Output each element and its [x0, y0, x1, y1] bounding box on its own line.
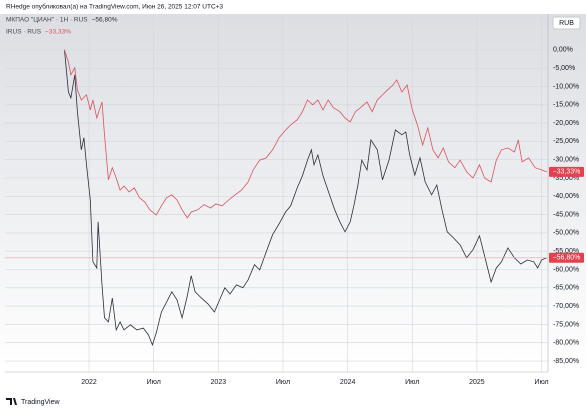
x-tick-label: Июл — [276, 379, 290, 386]
y-tick-label: -25,00% — [553, 138, 579, 145]
currency[interactable]: RUB — [559, 20, 574, 27]
currency-box[interactable] — [552, 16, 581, 30]
x-tick-label: Июл — [534, 379, 548, 386]
legend-value: −56,80% — [92, 17, 118, 24]
y-tick-label: -10,00% — [553, 83, 579, 90]
x-tick-label: Июл — [405, 379, 419, 386]
y-tick-label: -35,00% — [553, 175, 579, 182]
y-tick-label: -75,00% — [553, 321, 579, 328]
header: RHedge опубликовал(а) на TradingView.com… — [6, 3, 223, 11]
plot-background — [0, 14, 586, 372]
y-tick-label: -30,00% — [553, 157, 579, 164]
legend-name: МКПАО "ЦИАН" · 1Н · RUS — [6, 17, 88, 24]
y-tick-label: -40,00% — [553, 193, 579, 200]
legend-item: IRUS · RUS −33,33% — [6, 29, 71, 36]
price-label-box — [549, 252, 584, 263]
price-label: −33,33% — [553, 169, 581, 176]
y-tick-label: -50,00% — [553, 230, 579, 237]
x-tick-label: 2023 — [211, 379, 227, 386]
y-tick-label: -85,00% — [553, 358, 579, 365]
brand: TradingView — [6, 398, 60, 406]
y-tick-label: -70,00% — [553, 303, 579, 310]
legend-name: IRUS · RUS — [6, 29, 42, 36]
price-label: −56,80% — [553, 255, 581, 262]
y-tick-label: -55,00% — [553, 248, 579, 255]
x-tick-label: Июл — [147, 379, 161, 386]
y-tick-label: -5,00% — [553, 65, 575, 72]
y-tick-label: -60,00% — [553, 266, 579, 273]
series-line — [64, 49, 547, 219]
y-tick-label: -65,00% — [553, 285, 579, 292]
y-tick-label: -45,00% — [553, 211, 579, 218]
y-tick-label: -15,00% — [553, 102, 579, 109]
x-tick-label: 2022 — [81, 379, 97, 386]
x-tick-label: 2024 — [340, 379, 356, 386]
brand-text: TradingView — [21, 399, 60, 406]
y-tick-label: -20,00% — [553, 120, 579, 127]
y-tick-label: -80,00% — [553, 340, 579, 347]
legend-item: МКПАО "ЦИАН" · 1Н · RUS −56,80% — [6, 17, 118, 24]
x-tick-label: 2025 — [469, 379, 485, 386]
brand-logo — [6, 398, 17, 405]
series-line — [64, 49, 547, 347]
y-tick-label: 0,00% — [553, 47, 573, 54]
price-label-box — [549, 166, 584, 177]
legend-value: −33,33% — [45, 29, 71, 36]
